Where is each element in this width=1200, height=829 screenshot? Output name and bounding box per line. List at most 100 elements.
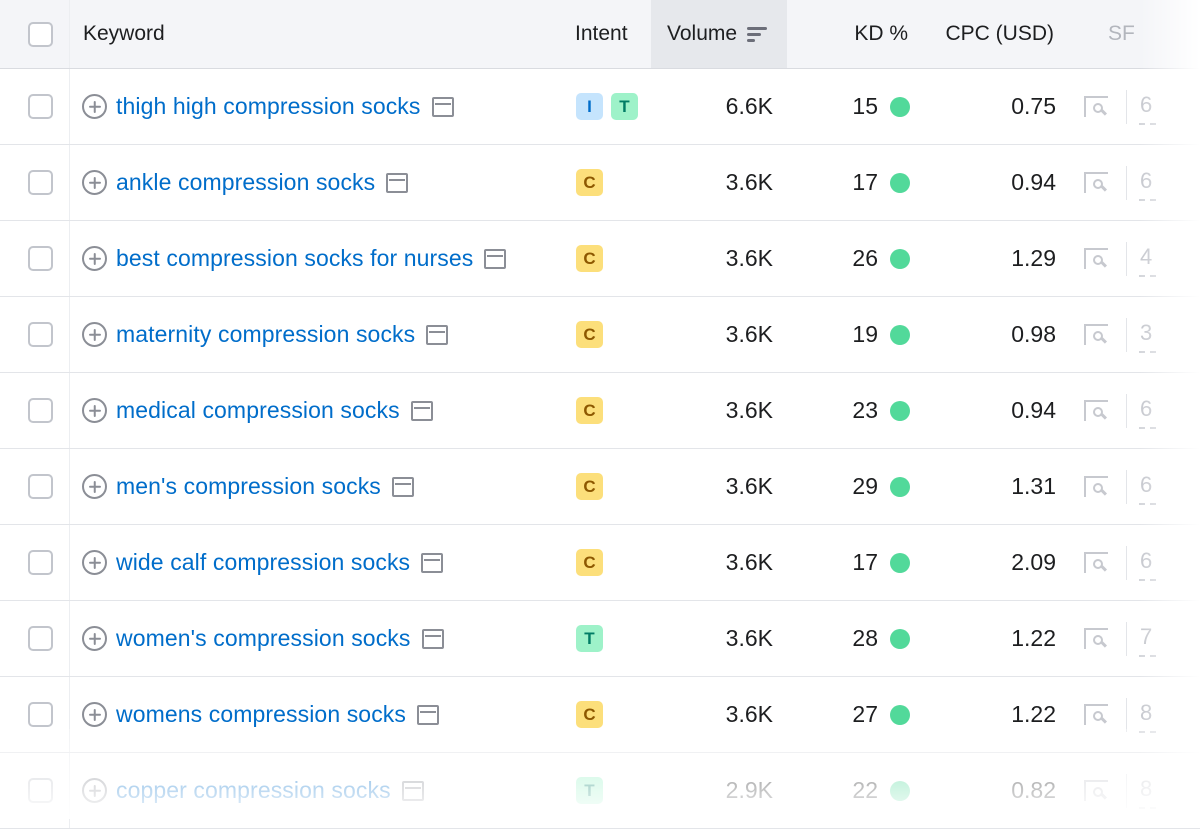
sf-count[interactable]: 6 (1138, 396, 1157, 429)
intent-cell: C (575, 449, 650, 524)
serp-snapshot-icon[interactable] (484, 248, 507, 269)
serp-snapshot-icon[interactable] (421, 552, 444, 573)
serp-features-icon[interactable] (1084, 172, 1108, 193)
serp-features-icon[interactable] (1084, 628, 1108, 649)
header-sf[interactable]: SF (1080, 0, 1200, 68)
sf-cell: 3 (1080, 297, 1200, 372)
kd-difficulty-dot (890, 704, 910, 725)
plus-circle-icon[interactable] (82, 398, 107, 423)
serp-snapshot-icon[interactable] (426, 324, 449, 345)
sf-count[interactable]: 4 (1138, 244, 1157, 277)
sf-cell: 8 (1080, 677, 1200, 752)
header-cpc[interactable]: CPC (USD) (922, 0, 1062, 68)
serp-features-icon[interactable] (1084, 552, 1108, 573)
serp-snapshot-icon[interactable] (386, 172, 409, 193)
header-keyword[interactable]: Keyword (82, 0, 572, 68)
cpc-value: 1.31 (1011, 473, 1056, 499)
serp-snapshot-icon[interactable] (431, 96, 454, 117)
keyword-link[interactable]: women's compression socks (116, 625, 411, 651)
serp-features-icon[interactable] (1084, 780, 1108, 801)
row-checkbox[interactable] (27, 778, 53, 803)
volume-cell: 3.6K (651, 449, 787, 524)
header-kd[interactable]: KD % (790, 0, 920, 68)
keyword-link[interactable]: maternity compression socks (116, 321, 416, 347)
plus-circle-icon[interactable] (82, 474, 107, 499)
serp-snapshot-icon[interactable] (417, 704, 440, 725)
row-checkbox[interactable] (27, 474, 53, 499)
sf-count[interactable]: 8 (1138, 776, 1157, 809)
serp-features-icon[interactable] (1084, 476, 1108, 497)
serp-features-icon[interactable] (1084, 96, 1108, 117)
sf-divider (1126, 89, 1127, 124)
volume-value: 3.6K (725, 549, 773, 575)
kd-value: 29 (852, 473, 878, 499)
cpc-cell: 0.98 (922, 297, 1062, 372)
volume-cell: 3.6K (651, 297, 787, 372)
serp-features-icon[interactable] (1084, 400, 1108, 421)
header-volume-label: Volume (667, 22, 738, 45)
row-checkbox[interactable] (27, 170, 53, 195)
cpc-value: 0.94 (1011, 169, 1056, 195)
kd-cell: 27 (790, 677, 920, 752)
keyword-link[interactable]: men's compression socks (116, 473, 381, 499)
keyword-link[interactable]: ankle compression socks (116, 169, 376, 195)
sf-count[interactable]: 6 (1138, 92, 1157, 125)
keyword-link[interactable]: thigh high compression socks (116, 93, 421, 119)
serp-snapshot-icon[interactable] (391, 476, 414, 497)
sf-divider (1126, 241, 1127, 276)
sf-count[interactable]: 7 (1138, 624, 1157, 657)
row-checkbox[interactable] (27, 550, 53, 575)
header-volume-sorted[interactable]: Volume (651, 0, 787, 68)
plus-circle-icon[interactable] (82, 94, 107, 119)
serp-snapshot-icon[interactable] (421, 628, 444, 649)
sf-count[interactable]: 6 (1138, 548, 1157, 581)
table-row: womens compression socks C 3.6K 27 1.22 … (0, 677, 1200, 753)
plus-circle-icon[interactable] (82, 702, 107, 727)
cpc-value: 1.22 (1011, 701, 1056, 727)
cpc-cell: 0.82 (922, 753, 1062, 828)
sort-descending-icon[interactable] (747, 26, 768, 42)
row-checkbox[interactable] (27, 398, 53, 423)
sf-cell: 8 (1080, 753, 1200, 828)
serp-snapshot-icon[interactable] (410, 400, 433, 421)
cpc-value: 0.94 (1011, 397, 1056, 423)
row-checkbox[interactable] (27, 246, 53, 271)
keyword-link[interactable]: copper compression socks (116, 777, 391, 803)
kd-value: 17 (852, 169, 878, 195)
plus-circle-icon[interactable] (82, 170, 107, 195)
kd-difficulty-dot (890, 248, 910, 269)
plus-circle-icon[interactable] (82, 322, 107, 347)
row-checkbox[interactable] (27, 322, 53, 347)
serp-snapshot-icon[interactable] (401, 780, 424, 801)
row-checkbox[interactable] (27, 702, 53, 727)
sf-cell: 4 (1080, 221, 1200, 296)
keyword-cell: best compression socks for nurses (82, 221, 572, 296)
keyword-link[interactable]: wide calf compression socks (116, 549, 411, 575)
keyword-link[interactable]: medical compression socks (116, 397, 400, 423)
sf-count[interactable]: 8 (1138, 700, 1157, 733)
header-intent[interactable]: Intent (575, 0, 650, 68)
table-row: medical compression socks C 3.6K 23 0.94… (0, 373, 1200, 449)
plus-circle-icon[interactable] (82, 550, 107, 575)
kd-value: 26 (852, 245, 878, 271)
cpc-value: 0.75 (1011, 93, 1056, 119)
plus-circle-icon[interactable] (82, 626, 107, 651)
keyword-link[interactable]: womens compression socks (116, 701, 407, 727)
sf-count[interactable]: 6 (1138, 472, 1157, 505)
sf-count[interactable]: 6 (1138, 168, 1157, 201)
plus-circle-icon[interactable] (82, 778, 107, 803)
row-checkbox[interactable] (27, 94, 53, 119)
serp-features-icon[interactable] (1084, 324, 1108, 345)
keyword-link[interactable]: best compression socks for nurses (116, 245, 474, 271)
row-checkbox[interactable] (27, 626, 53, 651)
kd-value: 28 (852, 625, 878, 651)
serp-features-icon[interactable] (1084, 704, 1108, 725)
serp-features-icon[interactable] (1084, 248, 1108, 269)
intent-cell: C (575, 525, 650, 600)
select-all-checkbox[interactable] (27, 21, 53, 47)
sf-cell: 6 (1080, 373, 1200, 448)
sf-count[interactable]: 3 (1138, 320, 1157, 353)
plus-circle-icon[interactable] (82, 246, 107, 271)
table-row: ankle compression socks C 3.6K 17 0.94 6 (0, 145, 1200, 221)
